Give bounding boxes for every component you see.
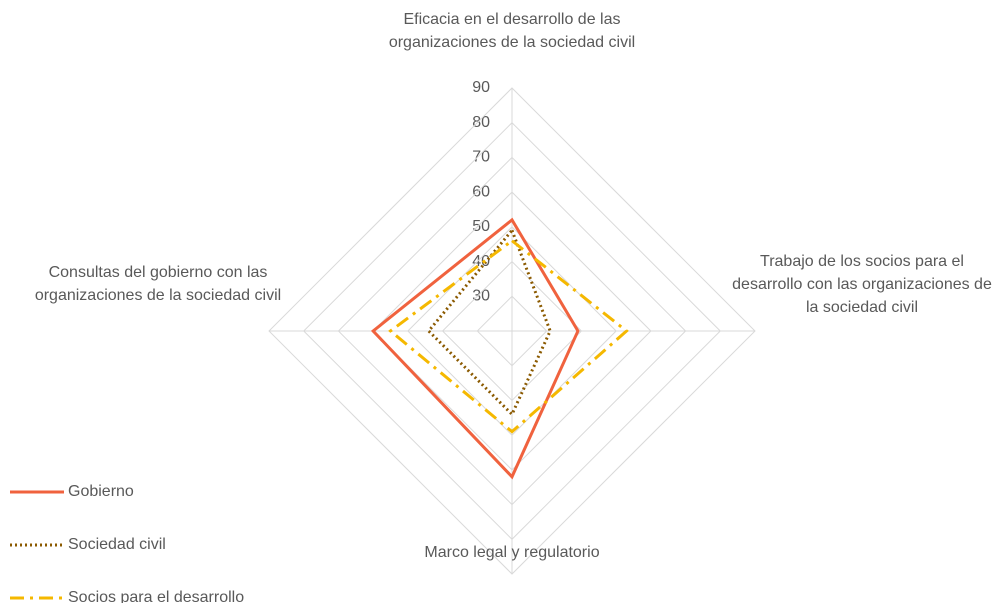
grid-line	[337, 156, 687, 506]
grid-line	[441, 260, 583, 402]
grid-line	[476, 295, 548, 367]
legend-label: Sociedad civil	[68, 536, 166, 553]
series-line	[426, 227, 552, 417]
legend-label: Socios para el desarrollo	[68, 589, 244, 603]
tick-label: 70	[472, 149, 490, 166]
grid-line	[372, 191, 652, 471]
category-label: Eficacia en el desarrollo de las organiz…	[388, 11, 636, 51]
tick-label: 80	[472, 114, 490, 131]
tick-label: 30	[472, 288, 490, 305]
category-label: Marco legal y regulatorio	[424, 544, 600, 561]
tick-label: 60	[472, 183, 490, 200]
tick-label: 90	[472, 79, 490, 96]
series-line	[370, 217, 580, 480]
tick-label: 50	[472, 218, 490, 235]
grid-line	[303, 122, 721, 540]
series-line	[388, 238, 629, 434]
legend-label: Gobierno	[68, 483, 134, 500]
category-label: Consultas del gobierno con las organizac…	[34, 264, 282, 304]
category-label: Trabajo de los socios para el desarrollo…	[732, 253, 992, 316]
grid-line	[268, 87, 756, 575]
